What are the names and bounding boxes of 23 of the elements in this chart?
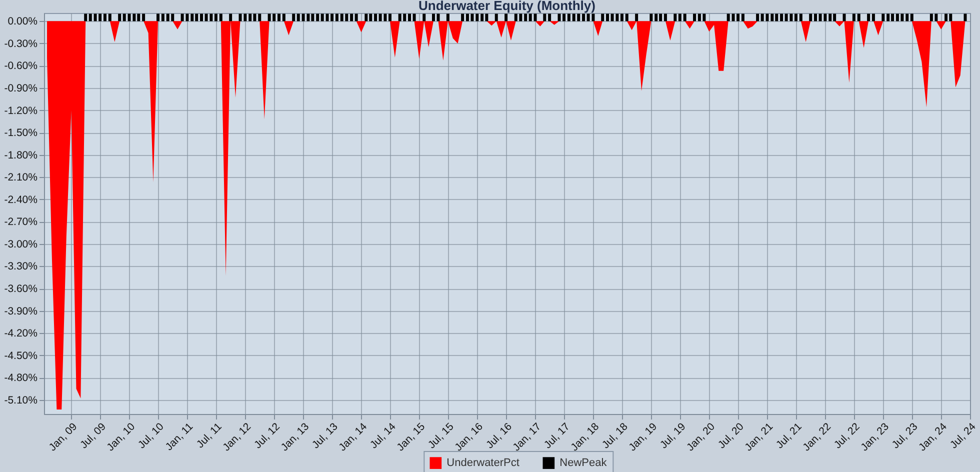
y-tick-label: -4.20% — [4, 328, 38, 340]
y-tick-label: -4.80% — [4, 372, 38, 384]
legend-label: NewPeak — [560, 457, 608, 470]
legend-label: UnderwaterPct — [446, 457, 520, 470]
y-tick-label: -3.00% — [4, 238, 38, 250]
y-tick-label: -3.60% — [4, 283, 38, 295]
y-tick-label: -1.80% — [4, 149, 38, 162]
y-tick-label: -3.30% — [4, 260, 38, 273]
chart-title: Underwater Equity (Monthly) — [418, 0, 596, 13]
y-tick-label: -2.40% — [4, 194, 38, 206]
x-tick-label: Jul, 24 — [948, 420, 978, 452]
y-tick-label: -0.30% — [4, 38, 38, 50]
x-tick-label: Jan, 09 — [46, 420, 80, 454]
y-tick-label: 0.00% — [8, 16, 38, 28]
y-tick-label: -1.20% — [4, 104, 38, 117]
y-tick-label: -1.50% — [4, 127, 38, 140]
y-tick-label: -2.70% — [4, 216, 38, 228]
y-tick-label: -3.90% — [4, 305, 38, 318]
y-tick-label: -0.90% — [4, 82, 38, 94]
y-tick-label: -4.50% — [4, 350, 38, 362]
y-tick-label: -2.10% — [4, 172, 38, 184]
y-tick-label: -5.10% — [4, 394, 38, 406]
y-tick-label: -0.60% — [4, 60, 38, 72]
